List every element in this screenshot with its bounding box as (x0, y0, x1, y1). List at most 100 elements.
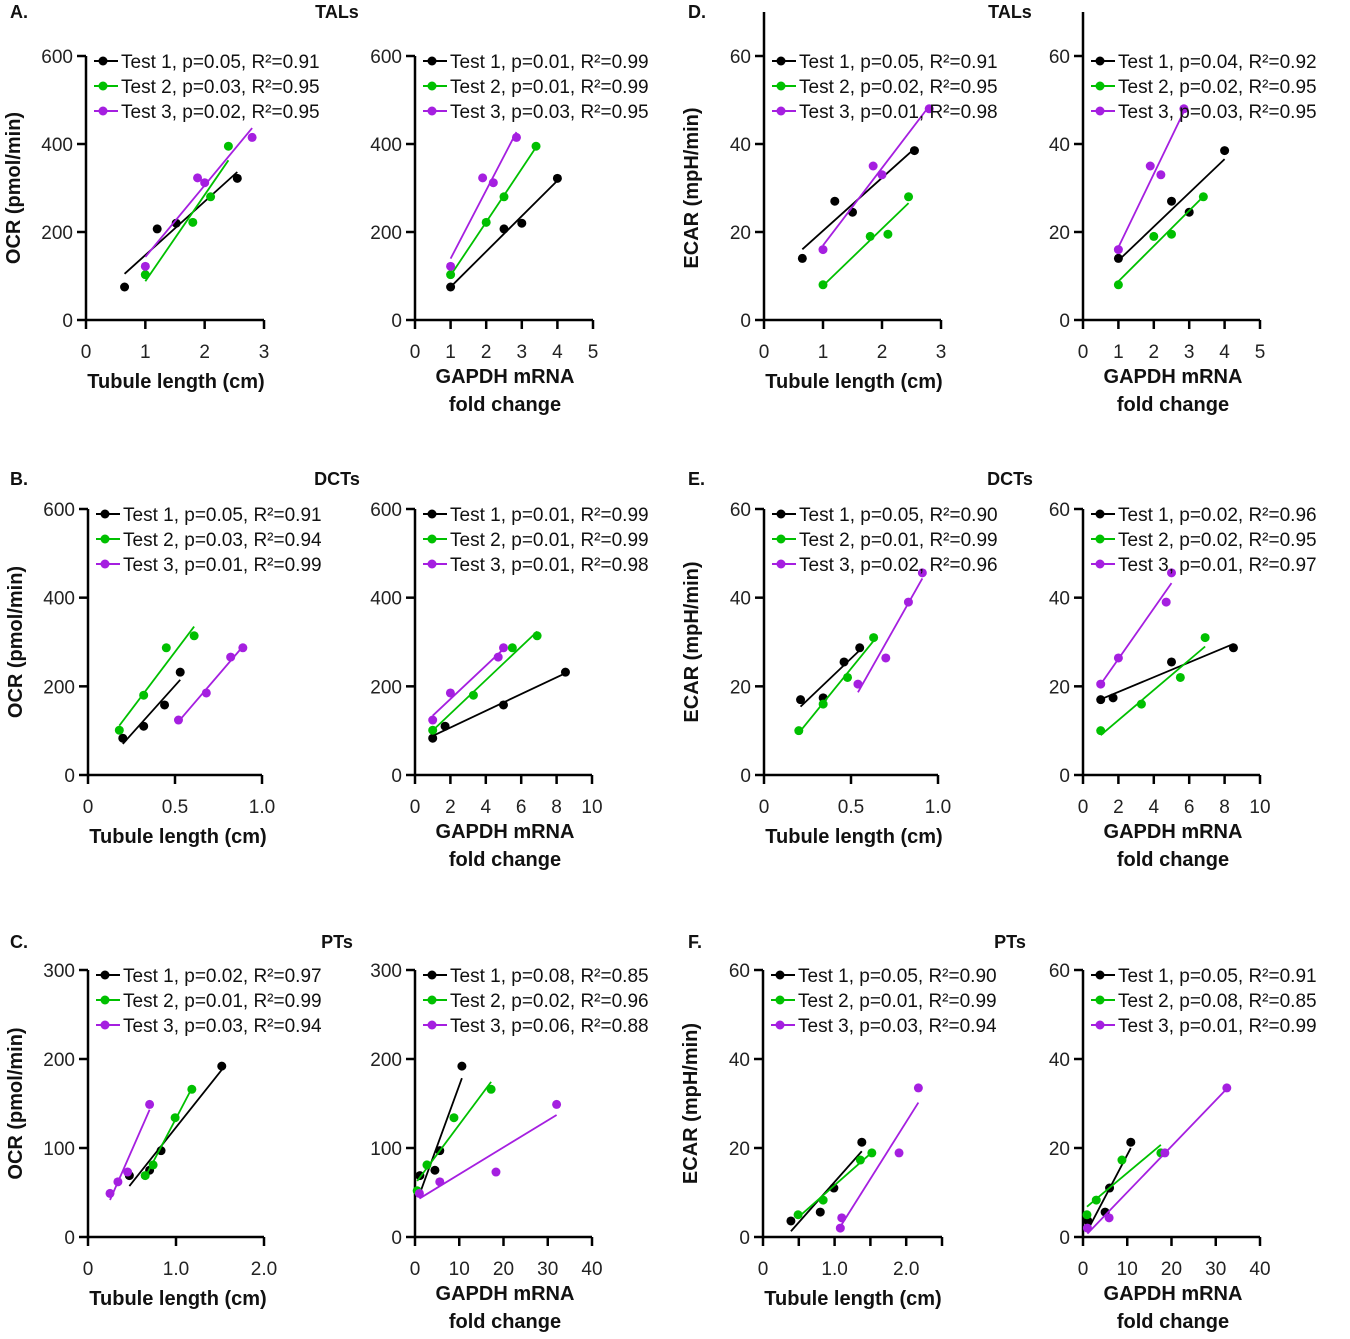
data-point (189, 631, 199, 641)
data-point (238, 643, 248, 653)
x-tick-label: 0 (81, 342, 92, 363)
y-tick-label: 200 (370, 223, 402, 244)
legend-entry: Test 1, p=0.01, R²=0.99 (450, 505, 649, 526)
regression-line (1117, 195, 1204, 283)
x-tick-label: 0 (759, 797, 770, 818)
y-tick-label: 40 (730, 135, 751, 156)
x-tick-label: 20 (493, 1259, 514, 1280)
x-tick-label: 2 (877, 342, 888, 363)
data-point (797, 253, 807, 263)
data-point (1108, 693, 1118, 703)
y-tick-label: 0 (740, 766, 751, 787)
data-point (830, 196, 840, 206)
data-point (1091, 1195, 1101, 1205)
data-point (206, 192, 216, 202)
regression-line (122, 679, 181, 745)
data-point (113, 1177, 123, 1187)
y-tick-label: 600 (370, 47, 402, 68)
x-tick-label: 2 (1113, 797, 1124, 818)
data-point (855, 1155, 865, 1165)
x-axis-label: GAPDH mRNA (1104, 1283, 1243, 1305)
data-point (428, 725, 438, 735)
y-tick-label: 0 (740, 311, 751, 332)
panel-title: DCTs (987, 469, 1033, 489)
data-point (1117, 1155, 1127, 1165)
regression-line (144, 159, 230, 282)
x-tick-label: 3 (1184, 342, 1195, 363)
legend-marker (98, 56, 108, 66)
x-tick-label: 1.0 (925, 797, 951, 818)
y-tick-label: 0 (391, 311, 402, 332)
legend-entry: Test 3, p=0.06, R²=0.88 (450, 1016, 649, 1037)
y-tick-label: 600 (43, 500, 75, 521)
regression-line (822, 105, 930, 246)
legend-marker (100, 995, 110, 1005)
x-axis-label: Tubule length (cm) (89, 1288, 266, 1310)
data-point (1082, 1223, 1092, 1233)
data-point (114, 725, 124, 735)
data-point (793, 1210, 803, 1220)
legend-entry: Test 3, p=0.03, R²=0.95 (450, 102, 649, 123)
data-point (835, 1223, 845, 1233)
data-point (552, 173, 562, 183)
y-tick-label: 300 (43, 961, 75, 982)
data-point (187, 1084, 197, 1094)
panel-letter: C. (10, 932, 28, 952)
panel-title: PTs (321, 932, 353, 952)
y-tick-label: 400 (370, 589, 402, 610)
legend-entry: Test 1, p=0.08, R²=0.85 (450, 966, 649, 987)
y-tick-label: 40 (1049, 1050, 1070, 1071)
x-tick-label: 1.0 (821, 1259, 847, 1280)
legend-marker (1095, 81, 1105, 91)
data-point (1179, 104, 1189, 114)
legend-marker (427, 534, 437, 544)
regression-line (128, 1069, 223, 1187)
scatter-panel: 0 20 40 60 0 1.0 2.0 Tubule length (cm) ECAR (mp… (680, 961, 997, 1310)
data-point (491, 1167, 501, 1177)
x-tick-label: 2 (445, 797, 456, 818)
data-point (446, 270, 456, 280)
y-tick-label: 40 (1049, 589, 1070, 610)
y-tick-label: 0 (62, 311, 73, 332)
data-point (139, 690, 149, 700)
legend-marker (1095, 106, 1105, 116)
data-point (160, 700, 170, 710)
scatter-panel: 0 20 40 60 0 1 2 3 4 5 GAPDH mRNA fold change Test 1… (1049, 12, 1317, 416)
panel-letter: D. (688, 2, 706, 22)
panel-letter: F. (688, 932, 702, 952)
data-point (145, 1099, 155, 1109)
x-tick-label: 10 (449, 1259, 470, 1280)
x-tick-label: 10 (1249, 797, 1270, 818)
legend-entry: Test 1, p=0.02, R²=0.96 (1118, 505, 1317, 526)
data-point (232, 173, 242, 183)
data-point (446, 282, 456, 292)
panel-letter: A. (10, 2, 28, 22)
data-point (1167, 568, 1176, 578)
x-tick-label: 4 (1149, 797, 1160, 818)
legend-marker (775, 995, 785, 1005)
legend-entry: Test 2, p=0.03, R²=0.94 (123, 530, 322, 551)
x-tick-label: 0 (410, 797, 421, 818)
data-point (1082, 1210, 1092, 1220)
legend-marker (100, 509, 110, 519)
data-point (200, 178, 210, 188)
y-tick-label: 0 (64, 766, 75, 787)
legend-marker (100, 970, 110, 980)
x-axis-label: fold change (1117, 394, 1229, 416)
data-point (123, 1167, 133, 1177)
legend-entry: Test 3, p=0.03, R²=0.94 (798, 1016, 997, 1037)
data-point (818, 1195, 828, 1205)
x-tick-label: 40 (1249, 1259, 1270, 1280)
regression-line (449, 131, 518, 260)
data-point (1096, 695, 1106, 705)
regression-line (109, 1109, 151, 1201)
data-point (1145, 161, 1155, 171)
data-point (1113, 253, 1123, 263)
legend-marker (100, 534, 110, 544)
x-tick-label: 1 (1113, 342, 1124, 363)
regression-line (1117, 111, 1185, 248)
x-tick-label: 0 (1078, 797, 1089, 818)
y-tick-label: 400 (370, 135, 402, 156)
data-point (1175, 672, 1185, 682)
y-tick-label: 200 (43, 677, 75, 698)
